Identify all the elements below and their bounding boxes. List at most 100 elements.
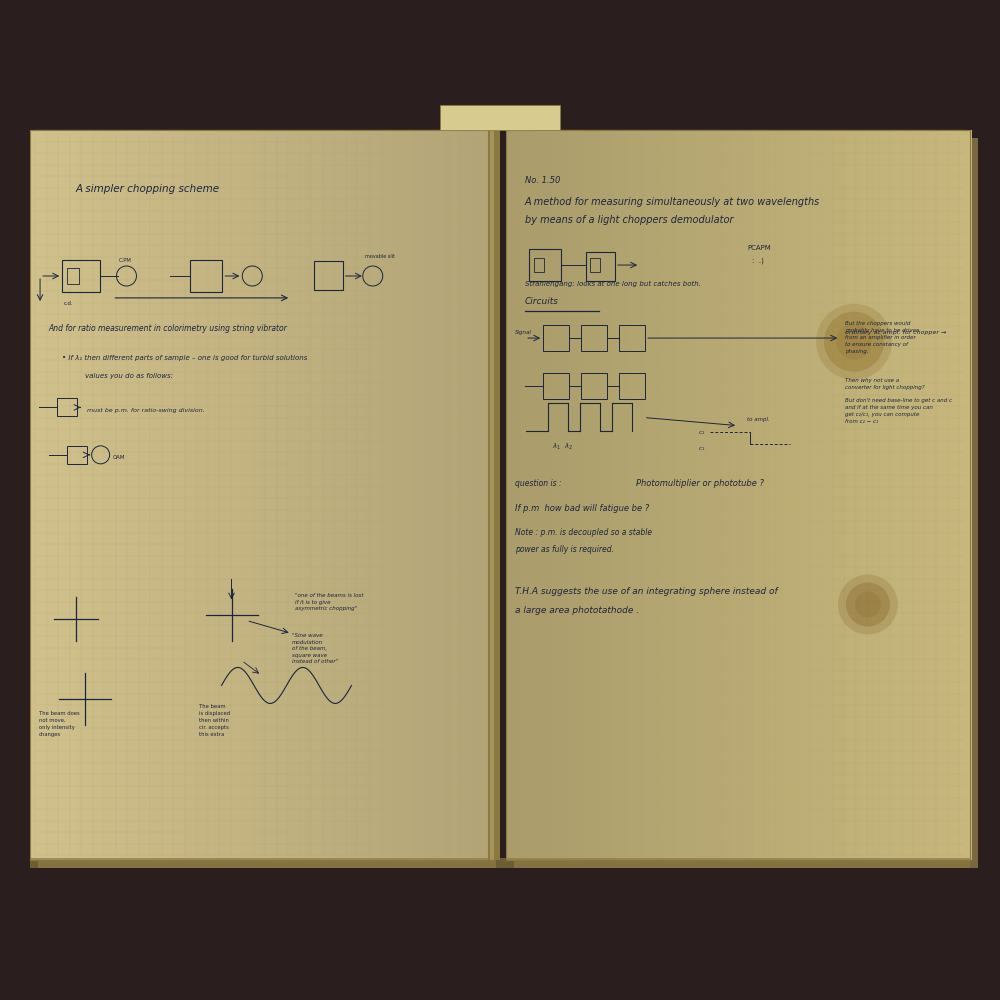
Bar [893, 130, 910, 860]
Bar [586, 252, 615, 281]
Bar [738, 130, 755, 860]
Text: Then why not use a
converter for light chopping?: Then why not use a converter for light c… [845, 378, 924, 390]
Circle shape [846, 582, 890, 626]
Bar [490, 130, 494, 860]
Bar [305, 130, 322, 860]
Bar [619, 325, 645, 351]
Bar [506, 130, 970, 860]
Bar [76, 130, 93, 860]
Bar [442, 130, 459, 860]
Bar [351, 130, 368, 860]
Bar [38, 138, 496, 868]
Bar [213, 130, 230, 860]
Bar [846, 130, 864, 860]
Bar [381, 130, 398, 860]
Bar [955, 130, 972, 860]
Circle shape [836, 324, 872, 360]
Text: Note : p.m. is decoupled so a stable: Note : p.m. is decoupled so a stable [515, 528, 652, 537]
Text: • If λ₁ then different parts of sample – one is good for turbid solutions: • If λ₁ then different parts of sample –… [62, 355, 307, 361]
Text: :  .): : .) [752, 258, 764, 264]
Text: The beam
is displaced
then within
cir. accepts
this extra: The beam is displaced then within cir. a… [199, 704, 231, 737]
Text: Signal: Signal [515, 330, 532, 335]
Bar [753, 130, 771, 860]
Bar [274, 130, 292, 860]
Bar [590, 258, 600, 272]
Bar [57, 398, 77, 416]
Bar [581, 325, 607, 351]
Circle shape [816, 304, 892, 380]
Bar [183, 130, 200, 860]
Bar [412, 130, 429, 860]
Text: Photomultiplier or phototube ?: Photomultiplier or phototube ? [636, 479, 764, 488]
Bar [645, 130, 663, 860]
Text: by means of a light choppers demodulator: by means of a light choppers demodulator [525, 215, 733, 225]
Text: PCAPM: PCAPM [747, 245, 771, 251]
Bar [473, 130, 490, 860]
Bar [244, 130, 261, 860]
Bar [167, 130, 185, 860]
Bar [198, 130, 215, 860]
Text: T.H.A suggests the use of an integrating sphere instead of: T.H.A suggests the use of an integrating… [515, 587, 778, 596]
Text: c.d.: c.d. [64, 301, 74, 306]
Bar [534, 258, 544, 272]
Bar [30, 858, 970, 868]
Bar [396, 130, 414, 860]
Text: to ampl.: to ampl. [747, 417, 770, 422]
Bar [427, 130, 444, 860]
Text: movable slit: movable slit [365, 254, 395, 259]
Text: Strahlengang: looks at one long but catches both.: Strahlengang: looks at one long but catc… [525, 281, 701, 287]
Text: "one of the beams is lost
if it is to give
asymmetric chopping": "one of the beams is lost if it is to gi… [295, 593, 363, 611]
Bar [877, 130, 895, 860]
Text: OAM: OAM [113, 455, 125, 460]
Bar [314, 261, 343, 290]
Bar [537, 130, 554, 860]
Bar [831, 130, 848, 860]
Text: $c_1$: $c_1$ [698, 445, 705, 453]
Text: The beam does
not move,
only intensity
changes: The beam does not move, only intensity c… [39, 711, 80, 737]
Bar [366, 130, 383, 860]
Text: And for ratio measurement in colorimetry using string vibrator: And for ratio measurement in colorimetry… [48, 324, 287, 333]
Bar [228, 130, 246, 860]
Bar [137, 130, 154, 860]
Bar [190, 260, 222, 292]
Bar [67, 446, 87, 464]
Bar [568, 130, 585, 860]
Bar [924, 130, 941, 860]
Bar [320, 130, 337, 860]
Bar [583, 130, 601, 860]
Bar [30, 130, 488, 860]
Bar [106, 130, 124, 860]
Circle shape [838, 574, 898, 635]
Bar [61, 130, 78, 860]
Bar [619, 373, 645, 399]
Bar [30, 130, 47, 860]
Bar [440, 105, 560, 130]
Bar [45, 130, 63, 860]
Bar [488, 130, 500, 860]
Bar [91, 130, 108, 860]
Text: No. 1.50: No. 1.50 [525, 176, 560, 185]
Bar [67, 268, 79, 284]
Bar [514, 138, 978, 868]
Text: A simpler chopping scheme: A simpler chopping scheme [76, 184, 220, 194]
Bar [815, 130, 833, 860]
Text: $c_2$: $c_2$ [698, 429, 705, 437]
Bar [457, 130, 475, 860]
Text: A method for measuring simultaneously at two wavelengths: A method for measuring simultaneously at… [525, 197, 820, 207]
Bar [506, 130, 523, 860]
Bar [769, 130, 786, 860]
Bar [152, 130, 169, 860]
Bar [614, 130, 632, 860]
Text: If p.m  how bad will fatigue be ?: If p.m how bad will fatigue be ? [515, 504, 650, 513]
Text: "Sine wave
modulation
of the beam,
square wave
instead of other": "Sine wave modulation of the beam, squar… [292, 633, 338, 664]
Bar [290, 130, 307, 860]
Bar [529, 249, 561, 281]
Bar [543, 325, 569, 351]
Text: But don't need base-line to get c and c
and if at the same time you can
get c₂/c: But don't need base-line to get c and c … [845, 398, 952, 424]
Bar [908, 130, 926, 860]
Bar [335, 130, 353, 860]
Bar [939, 130, 957, 860]
Bar [521, 130, 539, 860]
Text: ordinary ac ampl. for chopper →: ordinary ac ampl. for chopper → [845, 330, 946, 335]
Bar [552, 130, 570, 860]
